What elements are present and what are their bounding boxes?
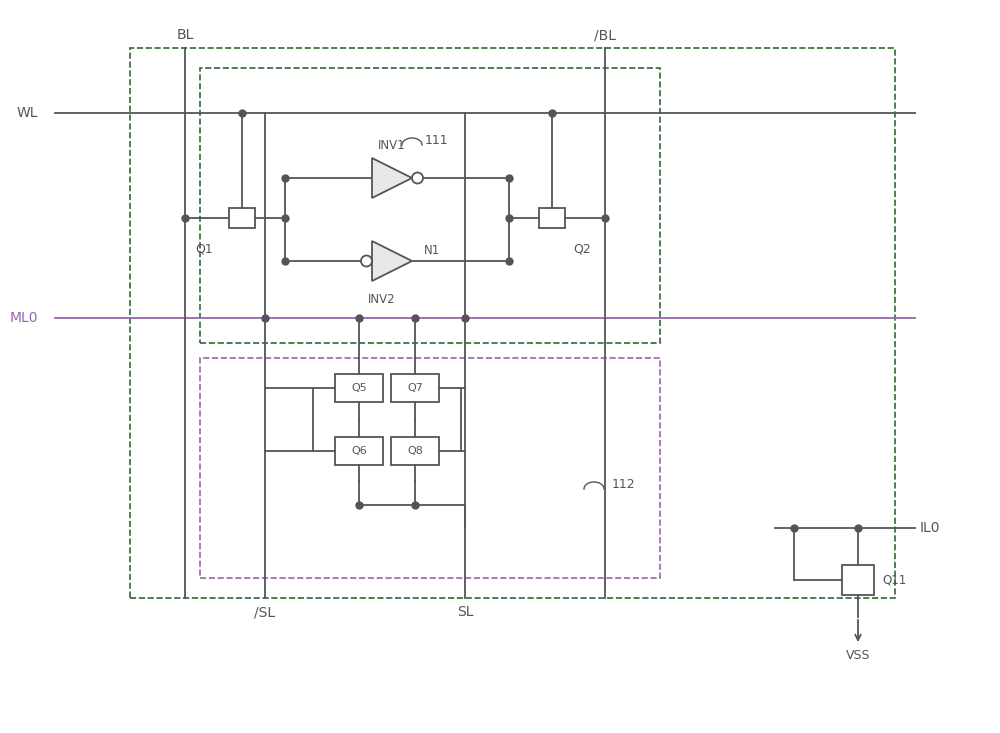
Polygon shape [372, 241, 412, 281]
Bar [842, 565, 874, 595]
Bar [200, 358, 660, 578]
Circle shape [412, 172, 423, 183]
Text: BL: BL [176, 28, 194, 42]
Bar [200, 68, 660, 343]
Bar [335, 374, 383, 402]
Text: N1: N1 [424, 244, 440, 257]
Text: SL: SL [457, 605, 473, 619]
Text: VSS: VSS [846, 649, 870, 662]
Polygon shape [372, 158, 412, 198]
Text: Q7: Q7 [407, 383, 423, 393]
Text: Q5: Q5 [351, 383, 367, 393]
Bar [539, 208, 565, 228]
Bar [391, 437, 439, 465]
Text: IL0: IL0 [920, 521, 940, 535]
Text: ML0: ML0 [10, 311, 38, 325]
Text: Q8: Q8 [407, 446, 423, 456]
Text: /SL: /SL [254, 605, 276, 619]
Text: INV1: INV1 [378, 139, 406, 152]
Text: 112: 112 [612, 479, 636, 492]
Circle shape [361, 256, 372, 267]
Bar [229, 208, 255, 228]
Bar [335, 437, 383, 465]
Text: Q6: Q6 [351, 446, 367, 456]
Text: INV2: INV2 [368, 293, 396, 306]
Bar [391, 374, 439, 402]
Text: 111: 111 [425, 134, 449, 147]
Text: Q2: Q2 [573, 243, 591, 256]
Text: /BL: /BL [594, 28, 616, 42]
Text: Q1: Q1 [195, 243, 213, 256]
Text: WL: WL [16, 106, 38, 120]
Text: Q11: Q11 [882, 573, 906, 586]
Bar [130, 48, 895, 598]
